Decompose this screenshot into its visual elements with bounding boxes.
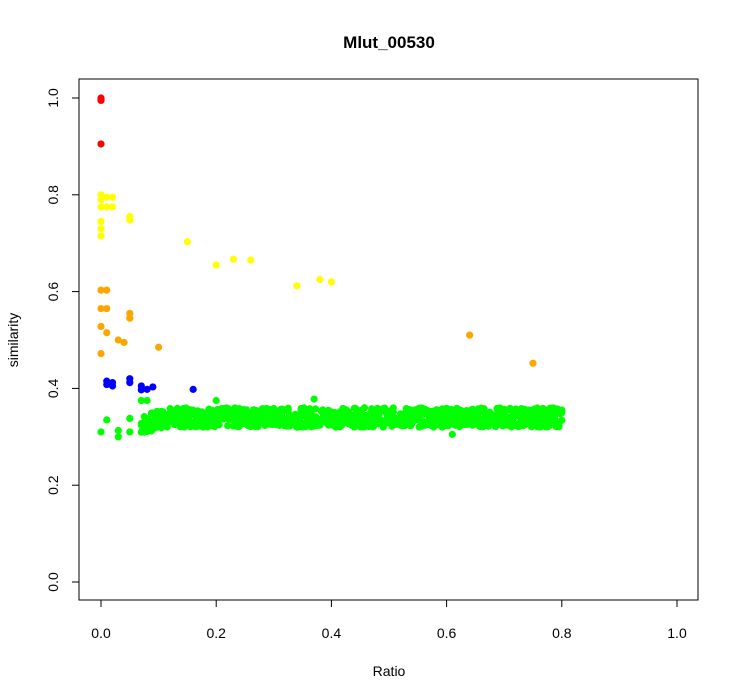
data-point	[97, 349, 105, 358]
x-tick-label: 0.4	[322, 625, 342, 641]
data-point	[242, 406, 251, 414]
data-point	[183, 238, 191, 246]
data-point	[311, 405, 320, 413]
y-tick-label: 0.8	[45, 185, 61, 205]
data-point	[506, 404, 514, 413]
data-point	[103, 203, 111, 211]
data-point	[103, 329, 111, 337]
data-point	[215, 421, 223, 429]
x-tick-label: 0.8	[552, 625, 572, 641]
data-point	[97, 203, 105, 211]
data-point	[97, 196, 105, 204]
y-tick-label: 0.6	[45, 282, 61, 302]
chart-title: Mlut_00530	[343, 33, 435, 52]
data-point	[103, 416, 111, 424]
data-point	[97, 322, 105, 331]
y-tick-label: 0.2	[45, 475, 61, 495]
data-point	[97, 140, 105, 148]
data-point	[97, 286, 105, 294]
data-point	[97, 217, 105, 226]
data-point	[163, 423, 171, 431]
data-point	[155, 343, 163, 351]
data-point	[247, 256, 255, 264]
data-point	[529, 359, 537, 367]
data-point	[108, 382, 117, 390]
y-tick-label: 1.0	[45, 88, 61, 108]
data-point	[208, 406, 216, 414]
data-point	[103, 304, 111, 313]
data-point	[143, 385, 151, 393]
data-point	[97, 304, 105, 313]
data-point	[389, 404, 397, 412]
x-tick-label: 0.2	[206, 625, 226, 641]
data-points	[97, 94, 566, 441]
data-point	[558, 416, 566, 424]
data-point	[212, 396, 220, 405]
data-point	[310, 395, 318, 403]
data-point	[143, 396, 151, 405]
data-point	[114, 426, 122, 435]
data-point	[126, 428, 134, 436]
data-point	[327, 278, 335, 286]
data-point	[97, 225, 105, 233]
x-tick-label: 1.0	[667, 625, 687, 641]
data-point	[97, 232, 105, 240]
data-point	[149, 383, 157, 391]
data-point	[126, 216, 134, 224]
data-point	[224, 422, 232, 430]
data-point	[558, 409, 566, 417]
data-point	[189, 385, 197, 393]
data-point	[114, 433, 122, 441]
data-point	[316, 275, 324, 284]
data-point	[103, 193, 111, 201]
data-point	[212, 261, 220, 269]
data-point	[137, 386, 145, 394]
x-axis-label: Ratio	[373, 663, 406, 679]
data-point	[114, 336, 122, 344]
x-tick-label: 0.0	[91, 625, 111, 641]
y-axis: 0.0 0.2 0.4 0.6 0.8 1.0	[45, 88, 80, 592]
data-point	[108, 193, 117, 201]
x-tick-label: 0.6	[437, 625, 457, 641]
data-point	[126, 314, 134, 322]
data-point	[126, 378, 134, 387]
data-point	[120, 338, 128, 347]
data-point	[448, 430, 456, 438]
y-tick-label: 0.0	[45, 572, 61, 592]
data-point	[126, 414, 134, 423]
data-point	[293, 282, 301, 290]
data-point	[474, 414, 482, 422]
data-point	[97, 95, 105, 104]
y-tick-label: 0.4	[45, 378, 61, 398]
data-point	[97, 428, 105, 436]
data-point	[103, 380, 111, 389]
data-point	[229, 255, 238, 263]
data-point	[108, 203, 117, 211]
data-point	[360, 404, 369, 412]
data-point	[466, 331, 474, 339]
y-axis-label: similarity	[5, 313, 21, 367]
data-point	[137, 396, 145, 405]
plot-frame	[78, 78, 699, 601]
x-axis: 0.0 0.2 0.4 0.6 0.8 1.0	[91, 599, 687, 641]
data-point	[103, 286, 111, 294]
